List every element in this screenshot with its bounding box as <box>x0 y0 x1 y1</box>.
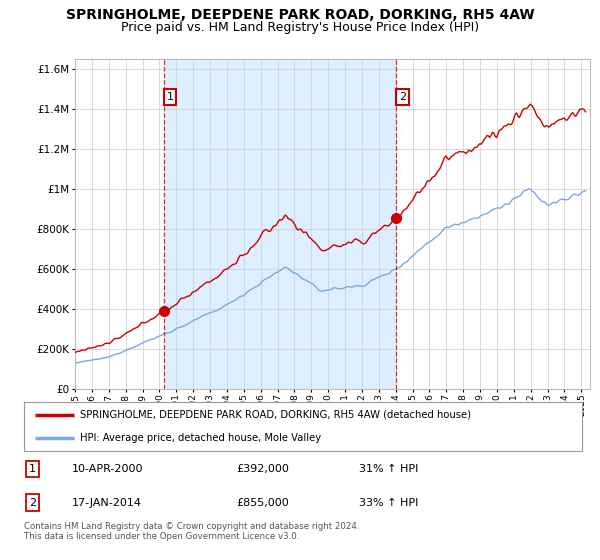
Text: 2: 2 <box>399 92 406 102</box>
Text: 1: 1 <box>29 464 36 474</box>
Text: Contains HM Land Registry data © Crown copyright and database right 2024.
This d: Contains HM Land Registry data © Crown c… <box>24 522 359 542</box>
Text: 33% ↑ HPI: 33% ↑ HPI <box>359 497 418 507</box>
Text: SPRINGHOLME, DEEPDENE PARK ROAD, DORKING, RH5 4AW: SPRINGHOLME, DEEPDENE PARK ROAD, DORKING… <box>65 8 535 22</box>
Text: 2: 2 <box>29 497 36 507</box>
Text: £392,000: £392,000 <box>236 464 289 474</box>
Bar <box>164 59 397 389</box>
Text: 1: 1 <box>166 92 173 102</box>
Text: 17-JAN-2014: 17-JAN-2014 <box>71 497 142 507</box>
Text: SPRINGHOLME, DEEPDENE PARK ROAD, DORKING, RH5 4AW (detached house): SPRINGHOLME, DEEPDENE PARK ROAD, DORKING… <box>80 410 471 420</box>
Text: £855,000: £855,000 <box>236 497 289 507</box>
Text: HPI: Average price, detached house, Mole Valley: HPI: Average price, detached house, Mole… <box>80 433 321 443</box>
Text: 10-APR-2000: 10-APR-2000 <box>71 464 143 474</box>
Text: 31% ↑ HPI: 31% ↑ HPI <box>359 464 418 474</box>
Text: Price paid vs. HM Land Registry's House Price Index (HPI): Price paid vs. HM Land Registry's House … <box>121 21 479 34</box>
